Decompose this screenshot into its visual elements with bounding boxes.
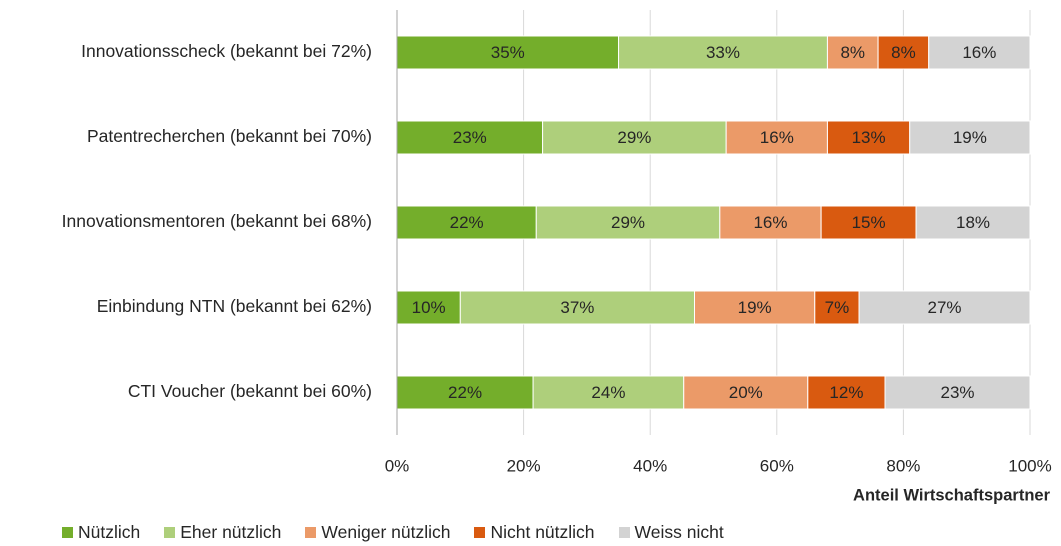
- data-label: 29%: [611, 213, 645, 232]
- category-label: CTI Voucher (bekannt bei 60%): [127, 380, 372, 401]
- bar-segment: [694, 290, 816, 325]
- bar-segment: [884, 375, 1031, 410]
- legend-swatch: [62, 527, 73, 538]
- x-tick-label: 0%: [385, 456, 410, 475]
- x-tick-label: 40%: [633, 456, 667, 475]
- data-label: 19%: [953, 128, 987, 147]
- x-tick-label: 20%: [507, 456, 541, 475]
- legend-item: Eher nützlich: [164, 522, 281, 543]
- x-tick-label: 60%: [760, 456, 794, 475]
- data-label: 12%: [829, 383, 863, 402]
- data-label: 15%: [852, 213, 886, 232]
- data-label: 29%: [617, 128, 651, 147]
- bar-segment: [396, 35, 620, 70]
- legend-item: Weiss nicht: [618, 522, 724, 543]
- bar-segment: [909, 120, 1031, 155]
- bar-segment: [532, 375, 685, 410]
- data-label: 27%: [928, 298, 962, 317]
- category-label: Patentrecherchen (bekannt bei 70%): [86, 125, 372, 146]
- legend-swatch: [474, 527, 486, 538]
- legend-swatch: [164, 527, 176, 538]
- legend-label: Weniger nützlich: [321, 522, 451, 542]
- data-label: 22%: [450, 213, 484, 232]
- category-label: Innovationsmentoren (bekannt bei 68%): [61, 210, 372, 231]
- bar-segment: [396, 290, 461, 325]
- data-label: 20%: [729, 383, 763, 402]
- data-label: 37%: [560, 298, 594, 317]
- data-label: 35%: [491, 43, 525, 62]
- bar-segment: [858, 290, 1031, 325]
- data-label: 8%: [891, 43, 916, 62]
- x-tick-label: 100%: [1008, 456, 1051, 475]
- bar-segment: [459, 290, 696, 325]
- bar-segment: [542, 120, 727, 155]
- bar-segment: [915, 205, 1031, 240]
- data-label: 10%: [412, 298, 446, 317]
- x-tick-label: 80%: [886, 456, 920, 475]
- bar-segment: [814, 290, 860, 325]
- legend-swatch: [305, 527, 317, 538]
- data-label: 24%: [591, 383, 625, 402]
- bar-segment: [826, 35, 879, 70]
- data-label: 19%: [738, 298, 772, 317]
- legend-label: Nicht nützlich: [490, 522, 595, 542]
- bar-segment: [396, 120, 544, 155]
- data-label: 16%: [962, 43, 996, 62]
- x-axis-title: Anteil Wirtschaftspartner: [853, 486, 1051, 504]
- data-label: 7%: [825, 298, 850, 317]
- data-label: 16%: [760, 128, 794, 147]
- legend: Nützlich Eher nützlich Weniger nützlich Nic…: [62, 522, 724, 543]
- data-label: 33%: [706, 43, 740, 62]
- bar-segment: [719, 205, 822, 240]
- legend-item: Weniger nützlich: [305, 522, 450, 543]
- bar-segment: [826, 120, 911, 155]
- legend-label: Nützlich: [78, 522, 141, 542]
- data-label: 8%: [840, 43, 865, 62]
- bar-segment: [807, 375, 886, 410]
- bar-segment: [396, 205, 537, 240]
- bar-segment: [683, 375, 809, 410]
- data-label: 16%: [753, 213, 787, 232]
- legend-swatch: [618, 527, 630, 538]
- legend-label: Weiss nicht: [634, 522, 724, 542]
- data-label: 22%: [448, 383, 482, 402]
- bar-segment: [928, 35, 1031, 70]
- data-label: 23%: [453, 128, 487, 147]
- data-label: 18%: [956, 213, 990, 232]
- legend-label: Eher nützlich: [180, 522, 282, 542]
- bar-segment: [618, 35, 828, 70]
- legend-item: Nützlich: [62, 522, 140, 543]
- legend-item: Nicht nützlich: [474, 522, 595, 543]
- category-label: Einbindung NTN (bekannt bei 62%): [96, 295, 372, 316]
- data-label: 23%: [941, 383, 975, 402]
- data-label: 13%: [852, 128, 886, 147]
- category-label: Innovationsscheck (bekannt bei 72%): [81, 40, 372, 61]
